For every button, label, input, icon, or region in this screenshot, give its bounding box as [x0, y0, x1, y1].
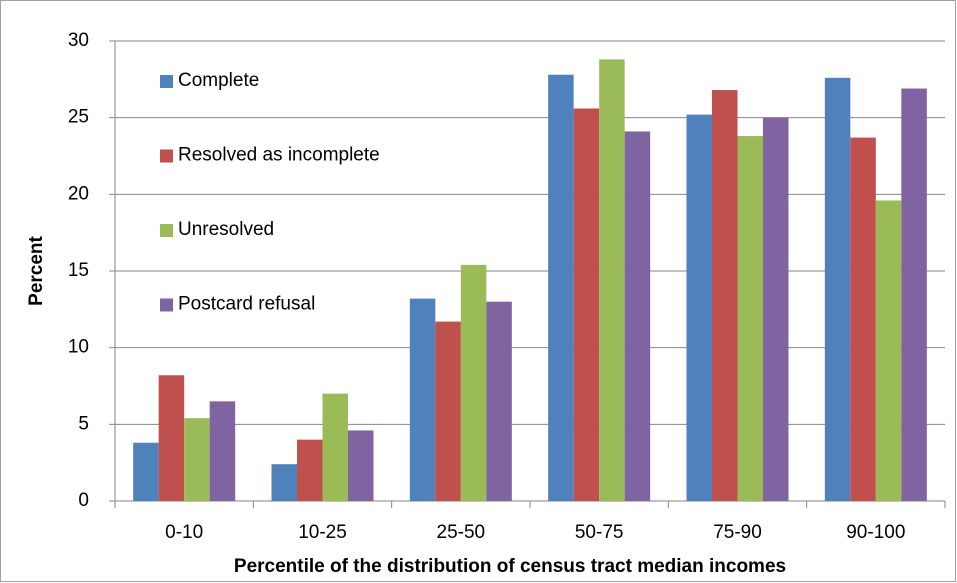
- bar: [409, 298, 436, 501]
- bar: [348, 430, 374, 501]
- bar: [875, 200, 902, 501]
- bar: [486, 301, 512, 501]
- legend-swatch: [160, 75, 173, 88]
- y-tick-label: 20: [68, 183, 89, 204]
- y-axis-label: Percent: [26, 235, 47, 305]
- legend-swatch: [160, 224, 173, 237]
- bar: [686, 114, 712, 501]
- x-tick-label: 90-100: [846, 522, 905, 543]
- bar: [322, 393, 348, 501]
- bar: [624, 131, 651, 501]
- y-tick-label: 5: [78, 413, 89, 434]
- bar: [435, 321, 461, 501]
- x-tick-label: 25-50: [437, 522, 486, 543]
- y-tick-label: 15: [68, 260, 89, 281]
- y-tick-label: 30: [68, 30, 89, 51]
- legend-label: Complete: [178, 70, 259, 91]
- x-tick-label: 0-10: [165, 522, 203, 543]
- legend-label: Postcard refusal: [178, 294, 315, 315]
- x-tick-label: 50-75: [575, 522, 624, 543]
- y-tick-label: 0: [78, 490, 89, 511]
- bar: [737, 136, 763, 502]
- bar: [548, 74, 574, 501]
- bar: [133, 442, 159, 501]
- legend-label: Unresolved: [178, 219, 274, 240]
- y-tick-label: 25: [68, 107, 89, 128]
- bar: [824, 77, 851, 502]
- bar: [901, 88, 927, 502]
- bar: [763, 117, 789, 502]
- bar: [297, 439, 323, 501]
- x-tick-label: 75-90: [713, 522, 762, 543]
- bar: [209, 401, 236, 501]
- legend-label: Resolved as incomplete: [178, 145, 380, 166]
- bar: [573, 108, 600, 501]
- bar: [184, 418, 210, 501]
- legend-swatch: [160, 298, 173, 312]
- y-tick-label: 10: [68, 337, 89, 358]
- x-axis-label: Percentile of the distribution of census…: [234, 556, 786, 577]
- x-tick-label: 10-25: [298, 522, 347, 543]
- bar: [271, 464, 297, 501]
- legend-swatch: [160, 149, 173, 163]
- bar: [850, 137, 876, 501]
- bar: [460, 264, 487, 501]
- bar: [599, 59, 625, 502]
- bar: [158, 375, 185, 501]
- bar: [712, 90, 738, 502]
